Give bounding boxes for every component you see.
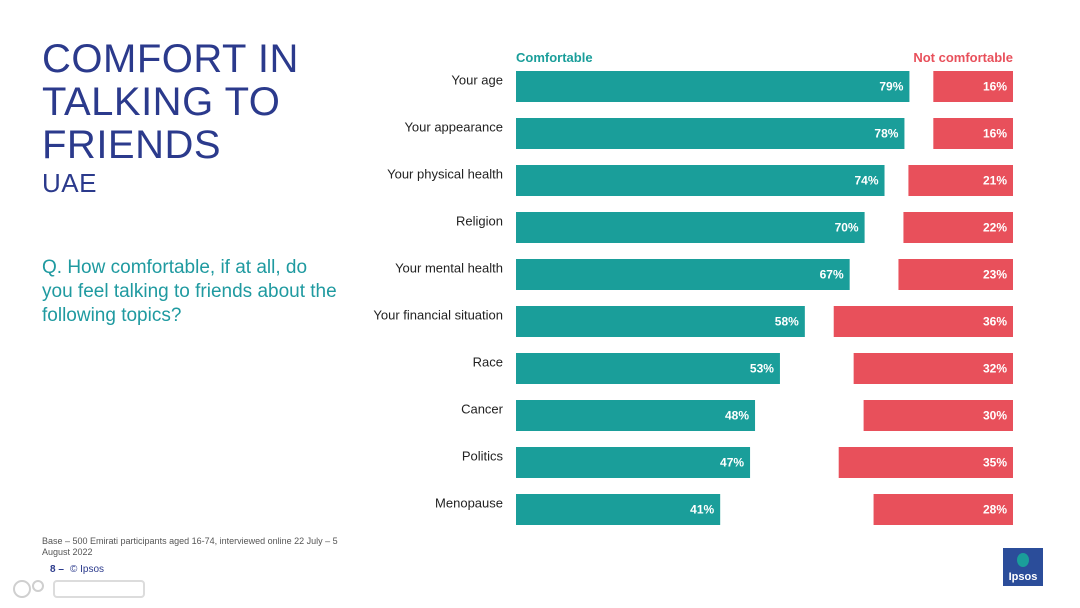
title-line: COMFORT IN bbox=[42, 37, 299, 81]
category-label: Religion bbox=[456, 214, 503, 229]
value-label-comfortable: 78% bbox=[874, 127, 898, 141]
category-label: Race bbox=[473, 355, 503, 370]
value-label-not-comfortable: 28% bbox=[983, 503, 1007, 517]
title-line: FRIENDS bbox=[42, 123, 222, 167]
category-label: Your financial situation bbox=[373, 308, 503, 323]
survey-question: Q. How comfortable, if at all, do you fe… bbox=[42, 257, 337, 326]
bar-not-comfortable bbox=[933, 71, 1013, 102]
category-label: Cancer bbox=[461, 402, 504, 417]
bar-not-comfortable bbox=[853, 353, 1013, 384]
bar-comfortable bbox=[516, 118, 905, 149]
base-note: Base – 500 Emirati participants aged 16-… bbox=[42, 536, 338, 557]
copyright: © Ipsos bbox=[70, 564, 105, 575]
value-label-not-comfortable: 16% bbox=[983, 80, 1007, 94]
bar-not-comfortable bbox=[933, 118, 1013, 149]
bar-comfortable bbox=[516, 259, 850, 290]
title-line: TALKING TO bbox=[42, 80, 281, 124]
category-label: Your mental health bbox=[395, 261, 503, 276]
value-label-comfortable: 58% bbox=[775, 315, 799, 329]
legend-comfortable: Comfortable bbox=[516, 50, 593, 65]
value-label-not-comfortable: 23% bbox=[983, 268, 1007, 282]
category-label: Menopause bbox=[435, 496, 503, 511]
category-label: Your physical health bbox=[387, 167, 503, 182]
value-label-not-comfortable: 35% bbox=[983, 456, 1007, 470]
value-label-comfortable: 74% bbox=[854, 174, 878, 188]
value-label-comfortable: 67% bbox=[820, 268, 844, 282]
page-subtitle: UAE bbox=[42, 168, 97, 198]
value-label-comfortable: 79% bbox=[879, 80, 903, 94]
bar-not-comfortable bbox=[898, 259, 1013, 290]
bar-not-comfortable bbox=[863, 400, 1013, 431]
bar-comfortable bbox=[516, 353, 780, 384]
bar-comfortable bbox=[516, 400, 756, 431]
value-label-comfortable: 47% bbox=[720, 456, 744, 470]
bar-not-comfortable bbox=[903, 212, 1013, 243]
ipsos-logo: Ipsos bbox=[1003, 548, 1043, 586]
value-label-not-comfortable: 21% bbox=[983, 174, 1007, 188]
bar-comfortable bbox=[516, 71, 910, 102]
bar-not-comfortable bbox=[873, 494, 1013, 525]
value-label-not-comfortable: 30% bbox=[983, 409, 1007, 423]
value-label-not-comfortable: 32% bbox=[983, 362, 1007, 376]
value-label-comfortable: 48% bbox=[725, 409, 749, 423]
page-title: COMFORT IN TALKING TO FRIENDS bbox=[42, 38, 299, 167]
value-label-not-comfortable: 16% bbox=[983, 127, 1007, 141]
page-number: 8 – bbox=[50, 564, 64, 575]
legend-not-comfortable: Not comfortable bbox=[913, 50, 1013, 65]
watermark-icon bbox=[13, 580, 145, 598]
bar-comfortable bbox=[516, 494, 721, 525]
category-label: Politics bbox=[462, 449, 504, 464]
bar-not-comfortable bbox=[838, 447, 1013, 478]
bar-comfortable bbox=[516, 447, 751, 478]
category-label: Your age bbox=[451, 73, 503, 88]
category-label: Your appearance bbox=[404, 120, 503, 135]
bar-not-comfortable bbox=[908, 165, 1013, 196]
value-label-not-comfortable: 36% bbox=[983, 315, 1007, 329]
bar-not-comfortable bbox=[833, 306, 1013, 337]
value-label-not-comfortable: 22% bbox=[983, 221, 1007, 235]
bar-comfortable bbox=[516, 212, 865, 243]
bar-comfortable bbox=[516, 165, 885, 196]
logo-text: Ipsos bbox=[1009, 571, 1038, 583]
bar-comfortable bbox=[516, 306, 805, 337]
value-label-comfortable: 41% bbox=[690, 503, 714, 517]
value-label-comfortable: 70% bbox=[835, 221, 859, 235]
value-label-comfortable: 53% bbox=[750, 362, 774, 376]
